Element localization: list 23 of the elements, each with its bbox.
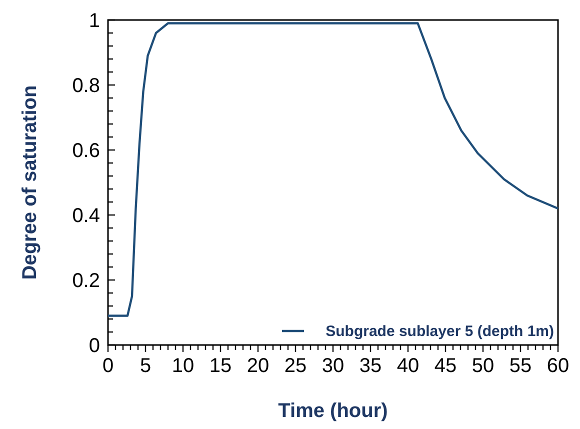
x-tick-label: 35	[359, 355, 382, 377]
x-tick-label: 15	[209, 355, 232, 377]
legend-label: Subgrade sublayer 5 (depth 1m)	[326, 323, 554, 340]
x-tick-label: 10	[172, 355, 194, 377]
y-tick-label: 0.4	[72, 205, 100, 227]
y-tick-label: 0	[88, 335, 100, 357]
y-tick-label: 0.2	[72, 270, 100, 292]
y-axis-title: Degree of saturation	[19, 85, 41, 280]
line-series	[106, 22, 560, 317]
x-tick-label: 50	[472, 355, 494, 377]
x-tick-label: 40	[396, 355, 420, 377]
x-tick-label: 45	[434, 355, 457, 377]
y-tick-label: 1	[88, 10, 100, 32]
x-axis-title: Time (hour)	[278, 400, 388, 422]
y-tick-label: 0.6	[72, 140, 100, 162]
x-tick-label: 0	[102, 355, 114, 377]
x-tick-label: 25	[284, 355, 307, 377]
y-tick-label: 0.8	[72, 75, 100, 97]
x-tick-label: 20	[246, 355, 270, 377]
x-tick-label: 5	[140, 355, 152, 377]
x-tick-label: 55	[509, 355, 532, 377]
x-tick-label: 30	[322, 355, 344, 377]
x-tick-label: 60	[546, 355, 570, 377]
